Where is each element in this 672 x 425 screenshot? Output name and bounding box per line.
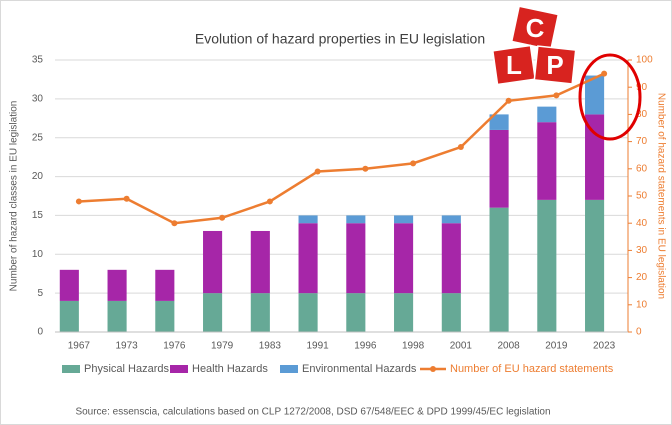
y2-tick-label: 0: [636, 327, 642, 338]
bar-segment: [537, 107, 556, 123]
y2-tick-label: 10: [636, 299, 648, 310]
x-tick-label: 1973: [116, 341, 139, 352]
y2-tick-label: 70: [636, 136, 648, 147]
bar-segment: [490, 130, 509, 208]
bar-segment: [299, 223, 318, 293]
bar-segment: [155, 301, 174, 332]
chart-title: Evolution of hazard properties in EU leg…: [195, 31, 485, 47]
bar-segment: [60, 270, 79, 301]
y2-tick-label: 60: [636, 163, 648, 174]
line-marker: [553, 92, 559, 98]
source-note: Source: essenscia, calculations based on…: [75, 407, 550, 418]
bar-segment: [346, 215, 365, 223]
bar-segment: [251, 293, 270, 332]
x-tick-label: 1983: [259, 341, 282, 352]
y-tick-label: 10: [32, 249, 44, 260]
bar-segment: [394, 215, 413, 223]
legend-label: Number of EU hazard statements: [450, 363, 614, 375]
bar-segment: [585, 200, 604, 332]
logo-letter: L: [506, 50, 522, 80]
bar-segment: [537, 200, 556, 332]
line-marker: [362, 166, 368, 172]
legend-swatch: [170, 365, 188, 373]
legend-swatch: [430, 366, 436, 372]
y2-axis-title: Number of hazard statements in EU legisl…: [655, 93, 666, 299]
bar-segment: [346, 293, 365, 332]
logo-letter: C: [526, 13, 545, 43]
x-tick-label: 1979: [211, 341, 234, 352]
y-tick-label: 0: [37, 327, 43, 338]
x-tick-label: 1998: [402, 341, 425, 352]
y-tick-label: 30: [32, 93, 44, 104]
bar-segment: [203, 293, 222, 332]
x-tick-label: 1991: [307, 341, 330, 352]
chart: Evolution of hazard properties in EU leg…: [0, 0, 672, 425]
line-marker: [267, 198, 273, 204]
bar-segment: [299, 293, 318, 332]
bar-segment: [251, 231, 270, 293]
bar-segment: [442, 293, 461, 332]
bar-segment: [108, 301, 127, 332]
bar-segment: [346, 223, 365, 293]
x-tick-label: 1976: [163, 341, 186, 352]
bar-segment: [299, 215, 318, 223]
line-marker: [76, 198, 82, 204]
x-tick-label: 2023: [593, 341, 616, 352]
bar-segment: [394, 293, 413, 332]
x-tick-label: 1996: [354, 341, 377, 352]
y2-tick-label: 30: [636, 245, 648, 256]
line-marker: [458, 144, 464, 150]
x-tick-label: 2001: [450, 341, 473, 352]
y-tick-label: 15: [32, 210, 44, 221]
y2-tick-label: 100: [636, 55, 653, 66]
legend-label: Physical Hazards: [84, 363, 169, 375]
bar-segment: [537, 122, 556, 200]
y-tick-label: 35: [32, 55, 44, 66]
y-tick-label: 5: [37, 288, 43, 299]
bar-segment: [490, 208, 509, 332]
y-tick-label: 20: [32, 171, 44, 182]
bar-segment: [442, 215, 461, 223]
line-marker: [410, 160, 416, 166]
bar-segment: [60, 301, 79, 332]
bar-segment: [203, 231, 222, 293]
logo-letter: P: [546, 50, 563, 80]
line-marker: [171, 220, 177, 226]
line-marker: [124, 196, 130, 202]
line-marker: [601, 71, 607, 77]
legend-swatch: [280, 365, 298, 373]
y-tick-label: 25: [32, 132, 44, 143]
line-marker: [219, 215, 225, 221]
x-tick-label: 2019: [545, 341, 568, 352]
y-axis-title: Number of hazard classes in EU legislati…: [9, 101, 20, 292]
x-tick-label: 1967: [68, 341, 91, 352]
bar-segment: [155, 270, 174, 301]
bar-segment: [442, 223, 461, 293]
bar-segment: [394, 223, 413, 293]
bar-segment: [108, 270, 127, 301]
legend-swatch: [62, 365, 80, 373]
line-marker: [506, 98, 512, 104]
line-marker: [315, 169, 321, 175]
legend-label: Environmental Hazards: [302, 363, 417, 375]
y2-tick-label: 20: [636, 272, 648, 283]
legend-label: Health Hazards: [192, 363, 268, 375]
y2-tick-label: 40: [636, 218, 648, 229]
x-tick-label: 2008: [498, 341, 521, 352]
y2-tick-label: 50: [636, 191, 648, 202]
